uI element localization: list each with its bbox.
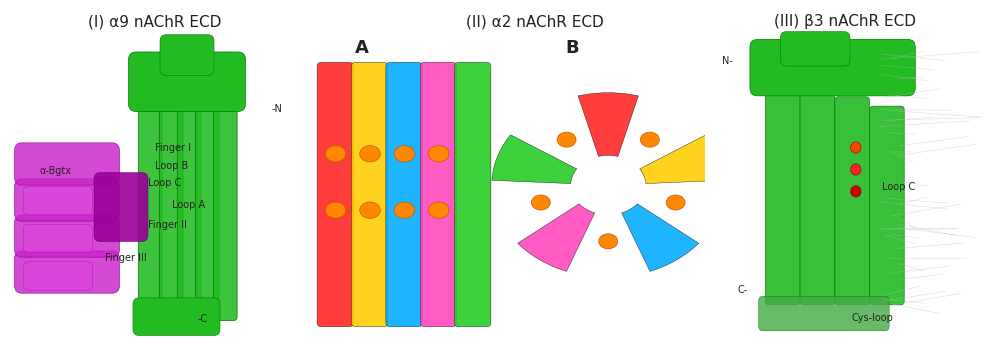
Polygon shape [622, 204, 699, 271]
FancyBboxPatch shape [14, 251, 120, 293]
FancyBboxPatch shape [351, 62, 388, 327]
Text: Finger II: Finger II [148, 220, 187, 230]
Text: (II) α2 nAChR ECD: (II) α2 nAChR ECD [466, 14, 604, 29]
Circle shape [640, 132, 659, 147]
FancyBboxPatch shape [780, 32, 850, 66]
FancyBboxPatch shape [870, 106, 904, 305]
Circle shape [394, 146, 415, 162]
Text: N-: N- [722, 56, 733, 66]
FancyBboxPatch shape [213, 87, 237, 320]
FancyBboxPatch shape [420, 62, 457, 327]
FancyBboxPatch shape [160, 35, 214, 75]
Circle shape [666, 195, 685, 210]
Text: -C: -C [198, 314, 208, 324]
Circle shape [599, 234, 618, 249]
Polygon shape [578, 93, 638, 156]
FancyBboxPatch shape [128, 52, 245, 111]
FancyBboxPatch shape [195, 87, 219, 320]
FancyBboxPatch shape [455, 62, 491, 327]
FancyBboxPatch shape [24, 187, 92, 215]
FancyBboxPatch shape [133, 298, 220, 335]
FancyBboxPatch shape [800, 87, 835, 305]
Text: Loop B: Loop B [155, 161, 188, 171]
Text: C-: C- [737, 285, 747, 295]
Text: Loop C: Loop C [148, 178, 181, 188]
Circle shape [851, 142, 861, 153]
Circle shape [325, 202, 346, 218]
Circle shape [851, 186, 861, 197]
FancyBboxPatch shape [14, 143, 120, 185]
FancyBboxPatch shape [750, 40, 915, 96]
Text: B: B [565, 39, 579, 57]
Text: Loop A: Loop A [172, 200, 205, 210]
Text: Loop C: Loop C [882, 182, 915, 192]
Text: (III) β3 nAChR ECD: (III) β3 nAChR ECD [774, 14, 916, 29]
Text: A: A [355, 39, 369, 57]
FancyBboxPatch shape [759, 296, 889, 331]
FancyBboxPatch shape [24, 262, 92, 290]
Text: (I) α9 nAChR ECD: (I) α9 nAChR ECD [88, 14, 222, 29]
Polygon shape [492, 135, 577, 184]
Text: Finger I: Finger I [155, 143, 191, 153]
Circle shape [557, 132, 576, 147]
Circle shape [360, 202, 380, 218]
Circle shape [429, 146, 449, 162]
Circle shape [394, 202, 415, 218]
Circle shape [531, 195, 550, 210]
FancyBboxPatch shape [177, 87, 201, 320]
Polygon shape [640, 135, 725, 184]
FancyBboxPatch shape [138, 87, 162, 320]
Text: α-Bgtx: α-Bgtx [40, 166, 72, 176]
FancyBboxPatch shape [386, 62, 422, 327]
FancyBboxPatch shape [765, 78, 800, 305]
Polygon shape [518, 204, 595, 271]
FancyBboxPatch shape [159, 87, 183, 320]
FancyBboxPatch shape [24, 224, 92, 252]
FancyBboxPatch shape [14, 179, 120, 221]
Text: Cys-loop: Cys-loop [852, 313, 894, 323]
Circle shape [851, 164, 861, 175]
Circle shape [429, 202, 449, 218]
Circle shape [360, 146, 380, 162]
FancyBboxPatch shape [317, 62, 353, 327]
FancyBboxPatch shape [14, 215, 120, 257]
FancyBboxPatch shape [835, 97, 869, 305]
FancyBboxPatch shape [94, 173, 148, 241]
Text: -N: -N [272, 104, 283, 114]
Text: Finger III: Finger III [105, 253, 147, 263]
Circle shape [325, 146, 346, 162]
